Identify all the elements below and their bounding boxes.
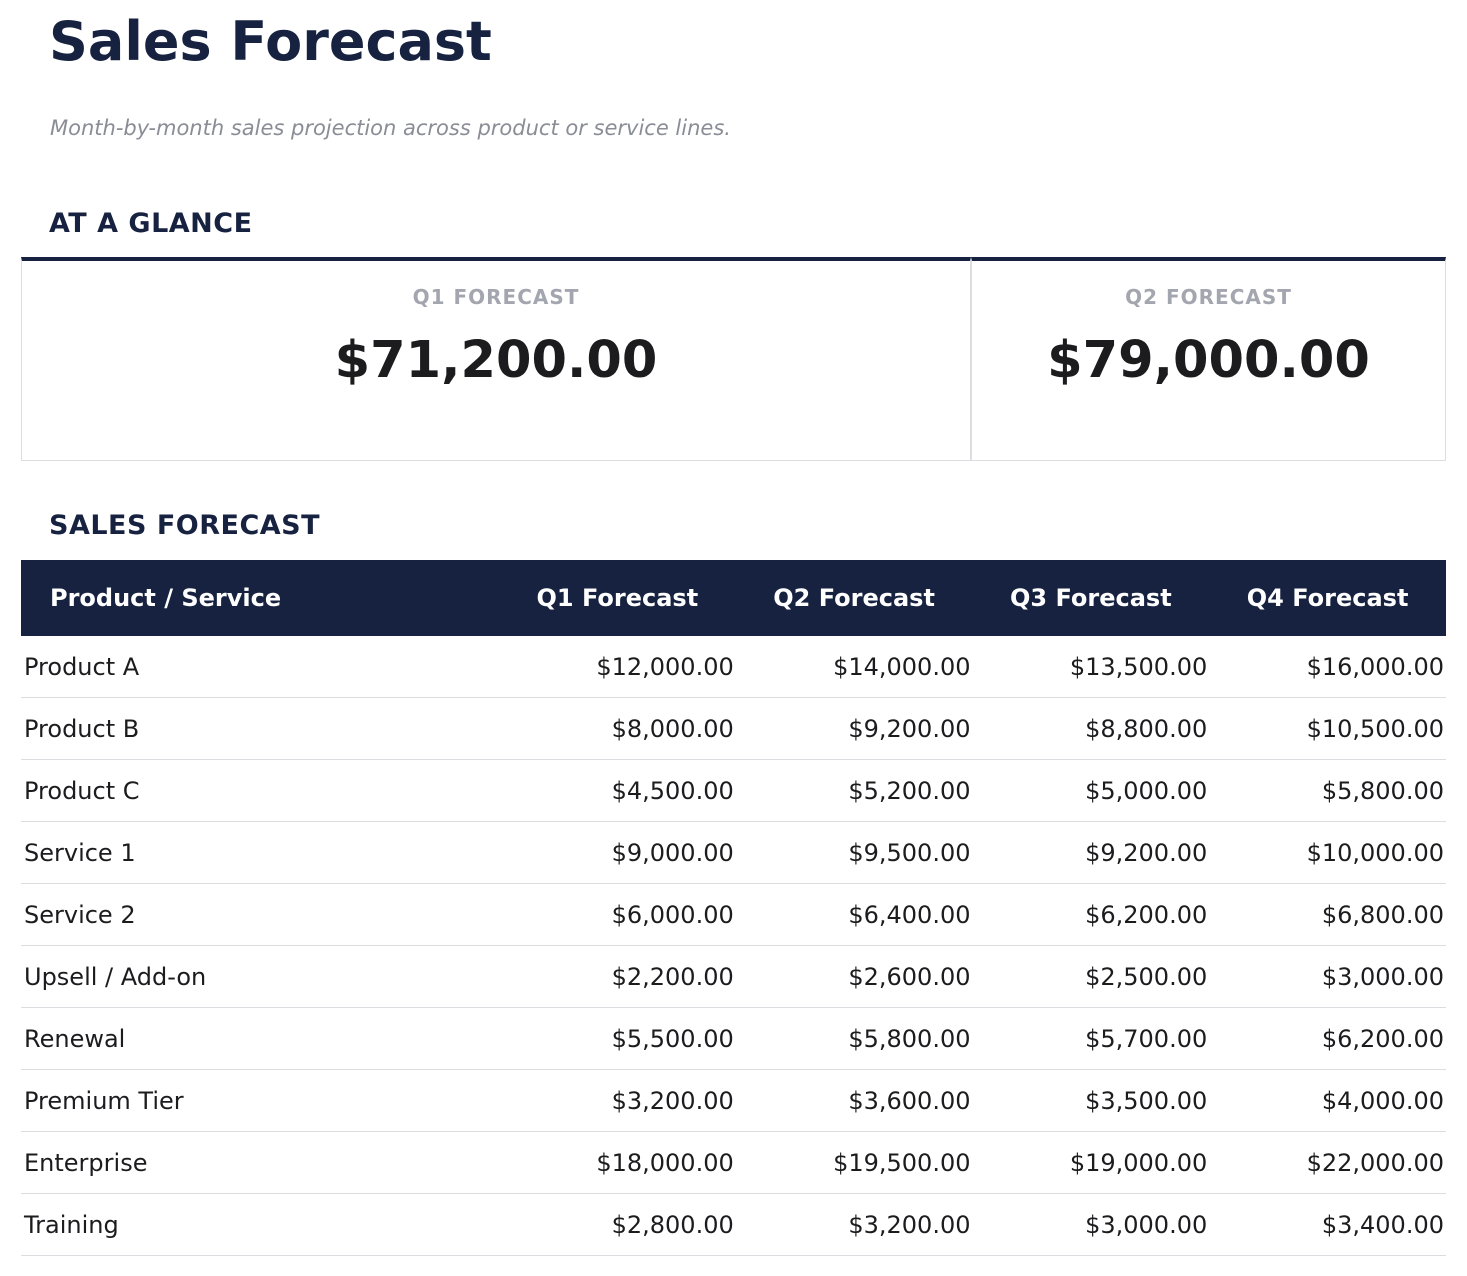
- cell: $3,200.00: [735, 1193, 973, 1256]
- cell: $5,800.00: [735, 1007, 973, 1070]
- card-label: Q1 FORECAST: [412, 285, 580, 309]
- cell: $22,000.00: [1209, 1131, 1446, 1194]
- cell: $6,800.00: [1209, 883, 1446, 946]
- row-label: Service 2: [21, 883, 499, 946]
- cell: $5,800.00: [1209, 759, 1446, 822]
- row-label: Enterprise: [21, 1131, 499, 1194]
- column-header: Q1 Forecast: [499, 560, 736, 636]
- page-title: Sales Forecast: [49, 10, 492, 73]
- cell: $9,000.00: [499, 821, 736, 884]
- cell: $3,600.00: [735, 1069, 973, 1132]
- cell: $5,200.00: [735, 759, 973, 822]
- cell: $10,000.00: [1209, 821, 1446, 884]
- card-value: $71,200.00: [334, 331, 658, 390]
- table-row: Premium Tier $3,200.00 $3,600.00 $3,500.00 $…: [21, 1069, 1446, 1132]
- row-label: Product A: [21, 636, 499, 698]
- summary-cards: Q1 FORECAST $71,200.00 Q2 FORECAST $79,000.…: [21, 257, 1446, 461]
- cell: $3,500.00: [972, 1069, 1210, 1132]
- cell: $6,200.00: [1209, 1007, 1446, 1070]
- cell: $3,200.00: [499, 1069, 736, 1132]
- section-heading: AT A GLANCE: [49, 208, 253, 239]
- row-label: Product C: [21, 759, 499, 822]
- cell: $6,400.00: [735, 883, 973, 946]
- section-heading: SALES FORECAST: [49, 510, 321, 541]
- column-header: Q4 Forecast: [1209, 560, 1446, 636]
- cell: $3,000.00: [972, 1193, 1210, 1256]
- cell: $2,600.00: [735, 945, 973, 1008]
- cell: $19,500.00: [735, 1131, 973, 1194]
- cell: $12,000.00: [499, 636, 736, 698]
- cell: $2,200.00: [499, 945, 736, 1008]
- cell: $6,000.00: [499, 883, 736, 946]
- cell: $14,000.00: [735, 636, 973, 698]
- cell: $18,000.00: [499, 1131, 736, 1194]
- cell: $9,500.00: [735, 821, 973, 884]
- cell: $10,500.00: [1209, 697, 1446, 760]
- row-label: Training: [21, 1193, 499, 1256]
- row-label: Upsell / Add-on: [21, 945, 499, 1008]
- cell: $9,200.00: [972, 821, 1210, 884]
- table-row: Renewal $5,500.00 $5,800.00 $5,700.00 $6,200…: [21, 1007, 1446, 1070]
- cell: $2,800.00: [499, 1193, 736, 1256]
- cell: $8,000.00: [499, 697, 736, 760]
- card-value: $79,000.00: [1047, 331, 1370, 390]
- cell: $9,200.00: [735, 697, 973, 760]
- row-label: Renewal: [21, 1007, 499, 1070]
- table-row: Product C $4,500.00 $5,200.00 $5,000.00 $5,8…: [21, 759, 1446, 822]
- table-row: Product A $12,000.00 $14,000.00 $13,500.00 $…: [21, 636, 1446, 698]
- cell: $4,000.00: [1209, 1069, 1446, 1132]
- table-row: Service 2 $6,000.00 $6,400.00 $6,200.00 $6,8…: [21, 883, 1446, 946]
- header-row: Product / Service Q1 Forecast Q2 Forecast Q…: [21, 560, 1446, 636]
- cell: $16,000.00: [1209, 636, 1446, 698]
- summary-card: Q2 FORECAST $79,000.00: [971, 257, 1446, 461]
- table-body: Product A $12,000.00 $14,000.00 $13,500.00 $…: [21, 636, 1446, 1256]
- cell: $2,500.00: [972, 945, 1210, 1008]
- subtitle: Month-by-month sales projection across p…: [50, 116, 731, 140]
- row-label: Service 1: [21, 821, 499, 884]
- forecast-table: Product / Service Q1 Forecast Q2 Forecast Q…: [21, 560, 1446, 1256]
- cell: $6,200.00: [972, 883, 1210, 946]
- cell: $13,500.00: [972, 636, 1210, 698]
- cell: $5,500.00: [499, 1007, 736, 1070]
- summary-card: Q1 FORECAST $71,200.00: [21, 257, 971, 461]
- row-label: Product B: [21, 697, 499, 760]
- row-label: Premium Tier: [21, 1069, 499, 1132]
- table-row: Enterprise $18,000.00 $19,500.00 $19,000.00…: [21, 1131, 1446, 1194]
- cell: $3,000.00: [1209, 945, 1446, 1008]
- table-row: Product B $8,000.00 $9,200.00 $8,800.00 $10,…: [21, 697, 1446, 760]
- table-row: Training $2,800.00 $3,200.00 $3,000.00 $3,40…: [21, 1193, 1446, 1256]
- cell: $5,700.00: [972, 1007, 1210, 1070]
- table-row: Upsell / Add-on $2,200.00 $2,600.00 $2,500.…: [21, 945, 1446, 1008]
- cell: $4,500.00: [499, 759, 736, 822]
- column-header: Product / Service: [21, 560, 499, 636]
- cell: $19,000.00: [972, 1131, 1210, 1194]
- cell: $3,400.00: [1209, 1193, 1446, 1256]
- column-header: Q3 Forecast: [972, 560, 1210, 636]
- table-row: Service 1 $9,000.00 $9,500.00 $9,200.00 $10,…: [21, 821, 1446, 884]
- card-label: Q2 FORECAST: [1125, 285, 1292, 309]
- cell: $5,000.00: [972, 759, 1210, 822]
- column-header: Q2 Forecast: [735, 560, 973, 636]
- cell: $8,800.00: [972, 697, 1210, 760]
